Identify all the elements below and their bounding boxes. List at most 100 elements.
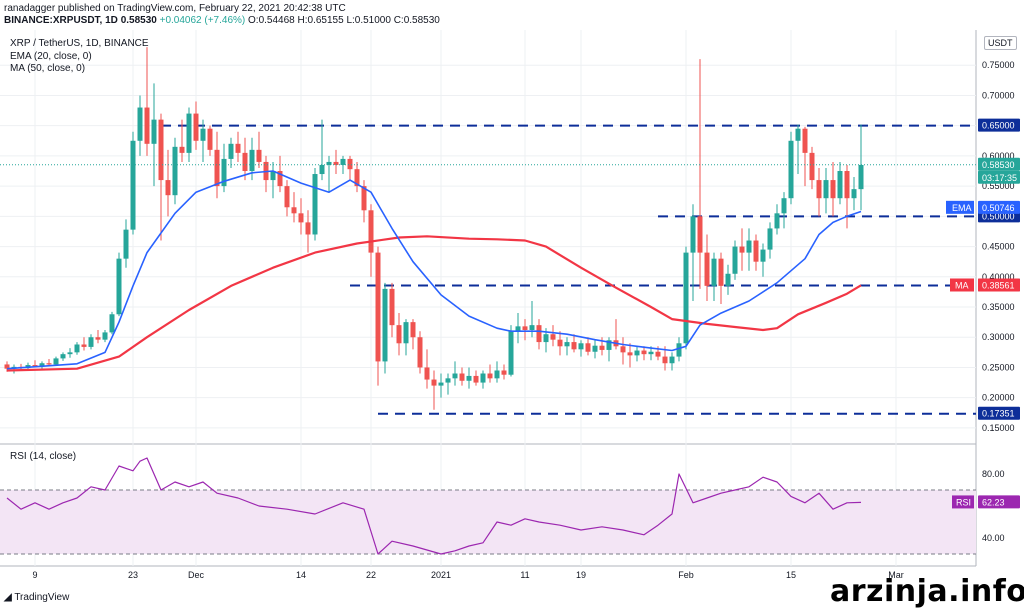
candle-body: [347, 158, 353, 170]
candle-body: [697, 216, 703, 253]
candle-body: [725, 273, 731, 286]
candle-body: [557, 339, 563, 347]
price-tick-label: 0.25000: [982, 362, 1015, 372]
candle-body: [760, 249, 766, 262]
candle-body: [585, 343, 591, 352]
candle-body: [53, 358, 59, 365]
time-tick-label: 9: [32, 570, 37, 580]
candle-body: [746, 240, 752, 253]
candle-body: [718, 258, 724, 286]
candle-body: [88, 337, 94, 347]
rsi-tick-label: 40.00: [982, 533, 1005, 543]
candle-body: [172, 146, 178, 196]
ohlc-values: O:0.54468 H:0.65155 L:0.51000 C:0.58530: [248, 15, 440, 26]
ema-value-label: 0.50746: [982, 203, 1015, 213]
ma-tag-bg: [950, 278, 974, 292]
symbol-name: BINANCE:XRPUSDT, 1D: [4, 15, 118, 26]
candle-body: [788, 140, 794, 199]
candle-body: [424, 367, 430, 380]
time-tick-label: 22: [366, 570, 376, 580]
candle-body: [627, 352, 633, 356]
candle-body: [571, 342, 577, 350]
candle-body: [95, 337, 101, 340]
candle-body: [354, 169, 360, 187]
level-value-label: 0.17351: [982, 409, 1015, 419]
ema-tag: EMA: [952, 203, 972, 213]
candle-body: [284, 186, 290, 208]
candle-body: [739, 246, 745, 253]
candle-body: [543, 334, 549, 343]
candle-body: [473, 375, 479, 383]
rsi-legend[interactable]: RSI (14, close): [10, 451, 77, 462]
level-value-label: 0.65000: [982, 121, 1015, 131]
candle-body: [634, 350, 640, 356]
price-tick-label: 0.35000: [982, 302, 1015, 312]
price-tick-label: 0.55000: [982, 181, 1015, 191]
candle-body: [683, 252, 689, 344]
candle-body: [340, 158, 346, 165]
candle-body: [305, 222, 311, 235]
candle-body: [564, 342, 570, 347]
candle-body: [242, 152, 248, 172]
candle-body: [753, 240, 759, 262]
candle-body: [207, 128, 213, 150]
time-tick-label: 11: [520, 570, 529, 580]
candle-body: [508, 331, 514, 375]
candle-body: [641, 350, 647, 355]
price-tick-label: 0.45000: [982, 242, 1015, 252]
candle-body: [529, 325, 535, 330]
candle-body: [326, 161, 332, 165]
ma-value-label-bg: [978, 278, 1020, 292]
candle-body: [123, 229, 129, 259]
candle-body: [515, 326, 521, 332]
candle-body: [536, 325, 542, 343]
candle-body: [704, 252, 710, 286]
candle-body: [851, 189, 857, 199]
time-tick-label: 23: [128, 570, 138, 580]
candle-body: [235, 143, 241, 153]
candle-body: [179, 146, 185, 153]
candle-body: [774, 213, 780, 229]
candle-body: [592, 345, 598, 352]
candle-body: [396, 325, 402, 344]
candle-body: [830, 180, 836, 199]
candle-body: [109, 314, 115, 333]
level-value-label: 0.50000: [982, 211, 1015, 221]
candle-body: [858, 164, 864, 190]
candle-body: [375, 252, 381, 362]
candle-body: [102, 332, 108, 340]
candle-body: [249, 149, 255, 172]
candle-body: [578, 343, 584, 350]
candle-body: [158, 119, 164, 181]
ema-tag-bg: [946, 200, 974, 214]
candle-body: [445, 378, 451, 383]
candle-body: [228, 143, 234, 159]
candle-body: [60, 354, 66, 359]
candle-body: [165, 180, 171, 196]
candle-body: [606, 340, 612, 350]
candle-body: [781, 198, 787, 214]
candle-body: [809, 152, 815, 181]
rsi-value-label: 62.23: [982, 497, 1005, 507]
price-tick-label: 0.40000: [982, 272, 1015, 282]
time-tick-label: Dec: [188, 570, 205, 580]
price-tick-label: 0.70000: [982, 90, 1015, 100]
candle-body: [298, 213, 304, 223]
ma-value-label: 0.38561: [982, 280, 1015, 290]
candle-body: [711, 258, 717, 286]
candle-body: [795, 128, 801, 141]
candle-body: [487, 373, 493, 379]
candle-body: [816, 180, 822, 199]
watermark: arzinja.info: [830, 574, 1024, 609]
candle-body: [522, 326, 528, 330]
candle-body: [186, 113, 192, 153]
time-tick-label: 2021: [431, 570, 451, 580]
rsi-tag: RSI: [956, 497, 971, 507]
ema-legend[interactable]: EMA (20, close, 0): [10, 51, 92, 62]
price-tick-label: 0.60000: [982, 151, 1015, 161]
time-tick-label: 14: [296, 570, 306, 580]
ma-legend[interactable]: MA (50, close, 0): [10, 63, 86, 74]
candle-body: [74, 344, 80, 353]
currency-button[interactable]: USDT: [984, 36, 1017, 50]
candle-body: [767, 228, 773, 250]
